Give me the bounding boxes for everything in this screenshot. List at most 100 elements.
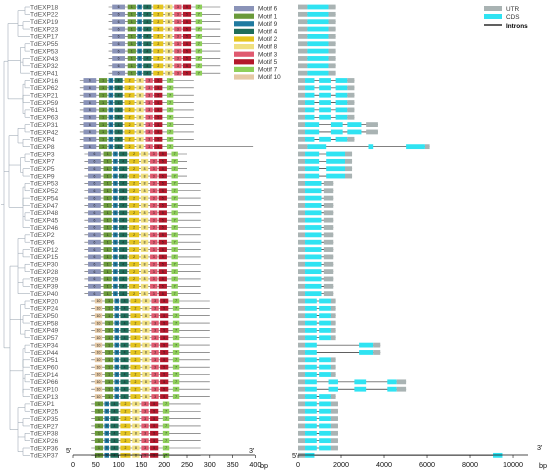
cds-block bbox=[319, 408, 331, 414]
cds-block bbox=[307, 4, 329, 10]
cds-block bbox=[319, 78, 331, 83]
motif-box-number: 7 bbox=[174, 270, 176, 274]
motif-box bbox=[151, 342, 159, 348]
motif-box-number: 8 bbox=[135, 446, 137, 450]
motif-box-number: 7 bbox=[169, 123, 171, 127]
motif-box bbox=[174, 34, 182, 39]
motif-box-number: 6 bbox=[89, 101, 91, 105]
motif-box bbox=[129, 239, 140, 245]
gene-name-label: TdEXP41 bbox=[30, 70, 59, 77]
motif-box-number: 1 bbox=[107, 189, 109, 193]
motif-box-number: 1 bbox=[98, 432, 100, 436]
motif-box-number: 1 bbox=[102, 145, 104, 149]
motif-box bbox=[158, 225, 167, 230]
motif-box-number: 4 bbox=[124, 351, 126, 355]
motif-box bbox=[110, 416, 119, 421]
motif-legend-label: Motif 5 bbox=[258, 59, 278, 66]
motif-box bbox=[150, 210, 158, 216]
motif-box-number: 5 bbox=[163, 307, 165, 311]
motif-box-number: 9 bbox=[116, 358, 118, 362]
motif-box bbox=[108, 92, 114, 98]
motif-box-number: 6 bbox=[118, 20, 120, 24]
utr-block bbox=[298, 85, 306, 91]
motif-box-number: 2 bbox=[133, 240, 135, 244]
motif-box-number: 8 bbox=[144, 285, 146, 289]
motif-box-number: 5 bbox=[163, 343, 165, 347]
motif-box-number: 4 bbox=[146, 5, 148, 9]
cds-block bbox=[305, 107, 315, 113]
motif-box bbox=[129, 269, 140, 274]
motif-box-number: 7 bbox=[169, 101, 171, 105]
utr-block bbox=[330, 335, 336, 341]
motif-box-number: 3 bbox=[148, 145, 150, 149]
cds-legend-swatch bbox=[484, 14, 502, 19]
motif-box-number: 8 bbox=[144, 240, 146, 244]
motif-box-number: 4 bbox=[124, 395, 126, 399]
motif-box-number: 8 bbox=[135, 454, 137, 458]
utr-block bbox=[347, 107, 355, 113]
motif-legend-swatch bbox=[234, 44, 254, 50]
motif-box-number: 2 bbox=[124, 439, 126, 443]
gene-name-label: TdEXP12 bbox=[30, 247, 59, 254]
motif-box bbox=[150, 217, 158, 223]
motif-box bbox=[83, 100, 97, 105]
utr-block bbox=[298, 100, 306, 105]
motif-box bbox=[98, 85, 108, 91]
motif-box-number: 4 bbox=[124, 387, 126, 391]
motif-box-number: 6 bbox=[93, 152, 95, 156]
motif-box bbox=[150, 195, 158, 201]
motif-box-number: 8 bbox=[168, 71, 170, 75]
utr-block bbox=[323, 291, 334, 297]
cds-block bbox=[319, 357, 331, 363]
motif-box bbox=[103, 269, 112, 274]
motif-box bbox=[140, 247, 149, 252]
motif-box-number: 5 bbox=[162, 285, 164, 289]
motif-box bbox=[154, 78, 163, 83]
motif-box bbox=[113, 283, 118, 289]
motif-box-number: 6 bbox=[89, 115, 91, 119]
motif-box bbox=[113, 225, 118, 230]
motif-box-number: 9 bbox=[106, 446, 108, 450]
utr-block bbox=[323, 195, 334, 201]
motif-box-number: 3 bbox=[177, 35, 179, 39]
motif-box bbox=[158, 269, 167, 274]
motif-box bbox=[104, 423, 110, 429]
motif-box bbox=[114, 342, 120, 348]
motif-box-number: 3 bbox=[154, 299, 156, 303]
motif-box bbox=[103, 203, 112, 208]
motif-box-number: 3 bbox=[177, 27, 179, 31]
motif-box-number: 9 bbox=[114, 226, 116, 230]
motif-axis-tick-label: 350 bbox=[227, 460, 239, 469]
motif-box-number: 7 bbox=[174, 240, 176, 244]
motif-box bbox=[113, 181, 118, 186]
motif-box bbox=[162, 423, 170, 429]
motif-box bbox=[140, 188, 149, 194]
cds-block bbox=[319, 430, 331, 436]
motif-box-number: 3 bbox=[153, 226, 155, 230]
utr-block bbox=[328, 56, 336, 61]
motif-box bbox=[172, 320, 180, 326]
gene-name-label: TdEXP51 bbox=[30, 357, 59, 364]
motif-box bbox=[150, 401, 159, 407]
motif-box bbox=[150, 283, 158, 289]
motif-box bbox=[113, 166, 118, 172]
motif-box bbox=[119, 166, 128, 172]
utr-block bbox=[330, 305, 336, 311]
cds-block bbox=[326, 173, 345, 179]
cds-block bbox=[319, 320, 331, 326]
motif-box-number: 4 bbox=[122, 270, 124, 274]
motif-box-number: 5 bbox=[186, 64, 188, 68]
gene-name-label: TdEXP16 bbox=[30, 78, 59, 85]
motif-box-number: 9 bbox=[139, 35, 141, 39]
gene-name-label: TdEXP61 bbox=[30, 107, 59, 114]
motif-box bbox=[154, 114, 163, 120]
motif-box bbox=[129, 254, 140, 260]
motif-box-number: 3 bbox=[154, 387, 156, 391]
motif-box bbox=[120, 430, 131, 436]
motif-box-number: 3 bbox=[177, 5, 179, 9]
motif-box-number: 8 bbox=[145, 365, 147, 369]
motif-box bbox=[153, 11, 164, 17]
motif-box bbox=[158, 247, 167, 252]
motif-box-number: 9 bbox=[114, 174, 116, 178]
cds-block bbox=[305, 328, 317, 333]
